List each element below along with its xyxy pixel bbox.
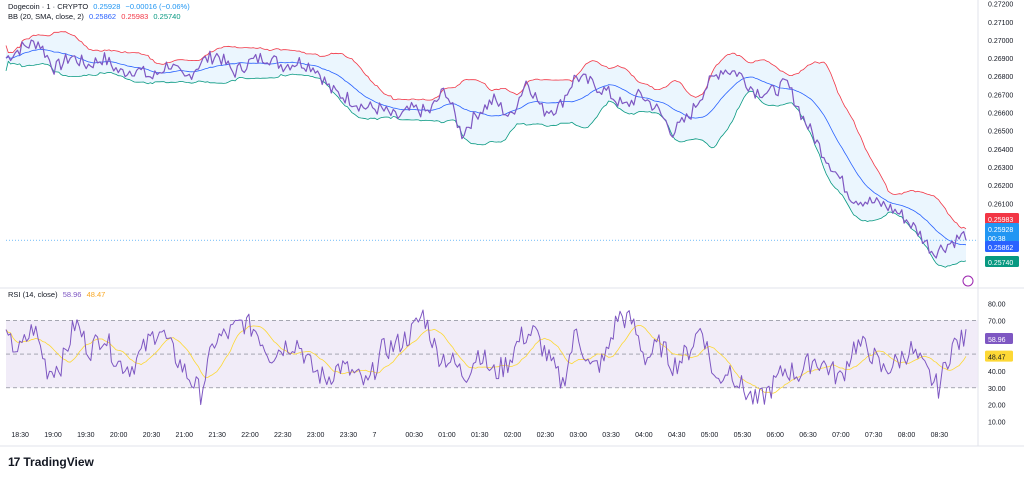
- rsi-tick-label: 20.00: [988, 403, 1006, 410]
- time-tick-label: 23:00: [307, 432, 325, 439]
- symbol-label: Dogecoin · 1 · CRYPTO: [8, 2, 89, 11]
- badge-rsi-ma-bg: [985, 350, 1013, 362]
- price-tick-label: 0.27100: [988, 20, 1013, 27]
- time-tick-label: 01:30: [471, 432, 489, 439]
- bb-legend: BB (20, SMA, close, 2) 0.25862 0.25983 0…: [8, 12, 184, 22]
- badge-last-price-bg: [985, 223, 1019, 234]
- time-tick-label: 07:00: [832, 432, 850, 439]
- rsi-value: 58.96: [62, 290, 82, 299]
- badge-rsi: 58.96: [988, 337, 1006, 344]
- rsi-tick-label: 40.00: [988, 369, 1006, 376]
- time-tick-label: 01:00: [438, 432, 456, 439]
- badge-bb-basis: 0.25862: [988, 245, 1013, 252]
- time-tick-label: 00:30: [405, 432, 423, 439]
- bb-basis-line: [5, 48, 967, 246]
- last-price-value: 0.25928: [93, 2, 121, 11]
- badge-countdown: 00:38: [988, 236, 1006, 243]
- rsi-tick-label: 70.00: [988, 318, 1006, 325]
- bb-upper-value: 0.25983: [121, 12, 149, 21]
- time-tick-label: 18:30: [11, 432, 29, 439]
- price-tick-label: 0.27200: [988, 2, 1013, 9]
- rsi-ma-value: 48.47: [86, 290, 106, 299]
- time-tick-label: 03:00: [569, 432, 587, 439]
- price-line: [5, 39, 967, 259]
- rsi-tick-label: 30.00: [988, 386, 1006, 393]
- time-tick-label: 7: [373, 432, 377, 439]
- price-tick-label: 0.26800: [988, 74, 1013, 81]
- time-tick-label: 08:00: [898, 432, 916, 439]
- badge-bb-upper: 0.25983: [988, 217, 1013, 224]
- time-tick-label: 21:00: [176, 432, 194, 439]
- time-tick-label: 23:30: [340, 432, 358, 439]
- price-legend: Dogecoin · 1 · CRYPTO 0.25928 −0.00016 (…: [8, 2, 193, 12]
- time-tick-label: 07:30: [865, 432, 883, 439]
- badge-bb-lower-bg: [985, 256, 1019, 267]
- reset-scale-icon: [962, 275, 974, 287]
- time-tick-label: 08:30: [931, 432, 949, 439]
- rsi-tick-label: 10.00: [988, 420, 1006, 427]
- rsi-line: [5, 309, 967, 406]
- price-tick-label: 0.26100: [988, 201, 1013, 208]
- time-tick-label: 21:30: [208, 432, 226, 439]
- price-tick-label: 0.26300: [988, 165, 1013, 172]
- time-tick-label: 20:00: [110, 432, 128, 439]
- time-tick-label: 22:30: [274, 432, 292, 439]
- price-tick-label: 0.26700: [988, 92, 1013, 99]
- brand-name: TradingView: [23, 455, 94, 469]
- price-tick-label: 0.27000: [988, 38, 1013, 45]
- bb-band-fill: [6, 31, 966, 268]
- rsi-legend: RSI (14, close) 58.96 48.47: [8, 290, 108, 300]
- bb-basis-value: 0.25862: [88, 12, 117, 21]
- time-tick-label: 22:00: [241, 432, 259, 439]
- time-tick-label: 04:30: [668, 432, 686, 439]
- price-tick-label: 0.26500: [988, 129, 1013, 136]
- badge-bb-basis-bg: [985, 241, 1019, 252]
- bb-label: BB (20, SMA, close, 2): [8, 12, 84, 21]
- bb-lower-value: 0.25740: [153, 12, 181, 21]
- price-change-value: −0.00016 (−0.06%): [125, 2, 190, 11]
- time-tick-label: 05:30: [734, 432, 752, 439]
- badge-countdown-bg: [985, 232, 1019, 243]
- time-tick-label: 04:00: [635, 432, 653, 439]
- time-tick-label: 02:30: [537, 432, 555, 439]
- rsi-tick-label: 80.00: [988, 301, 1006, 308]
- badge-last-price: 0.25928: [988, 227, 1013, 234]
- time-tick-label: 06:00: [766, 432, 784, 439]
- price-tick-label: 0.26900: [988, 56, 1013, 63]
- badge-bb-lower: 0.25740: [988, 260, 1013, 267]
- rsi-label: RSI (14, close): [8, 290, 58, 299]
- tradingview-logo-icon: 17: [8, 455, 20, 469]
- price-tick-label: 0.26600: [988, 111, 1013, 118]
- tradingview-brand[interactable]: 17 TradingView: [8, 455, 94, 469]
- time-tick-label: 05:00: [701, 432, 719, 439]
- time-tick-label: 06:30: [799, 432, 817, 439]
- badge-rsi-ma: 48.47: [988, 355, 1006, 362]
- time-tick-label: 03:30: [602, 432, 620, 439]
- price-tick-label: 0.26200: [988, 183, 1013, 190]
- badge-rsi-bg: [985, 332, 1013, 344]
- time-tick-label: 19:30: [77, 432, 95, 439]
- time-tick-label: 20:30: [143, 432, 161, 439]
- price-tick-label: 0.26400: [988, 147, 1013, 154]
- time-tick-label: 02:00: [504, 432, 522, 439]
- rsi-ma-line: [5, 324, 967, 394]
- time-tick-label: 19:00: [44, 432, 62, 439]
- badge-bb-upper-bg: [985, 213, 1019, 224]
